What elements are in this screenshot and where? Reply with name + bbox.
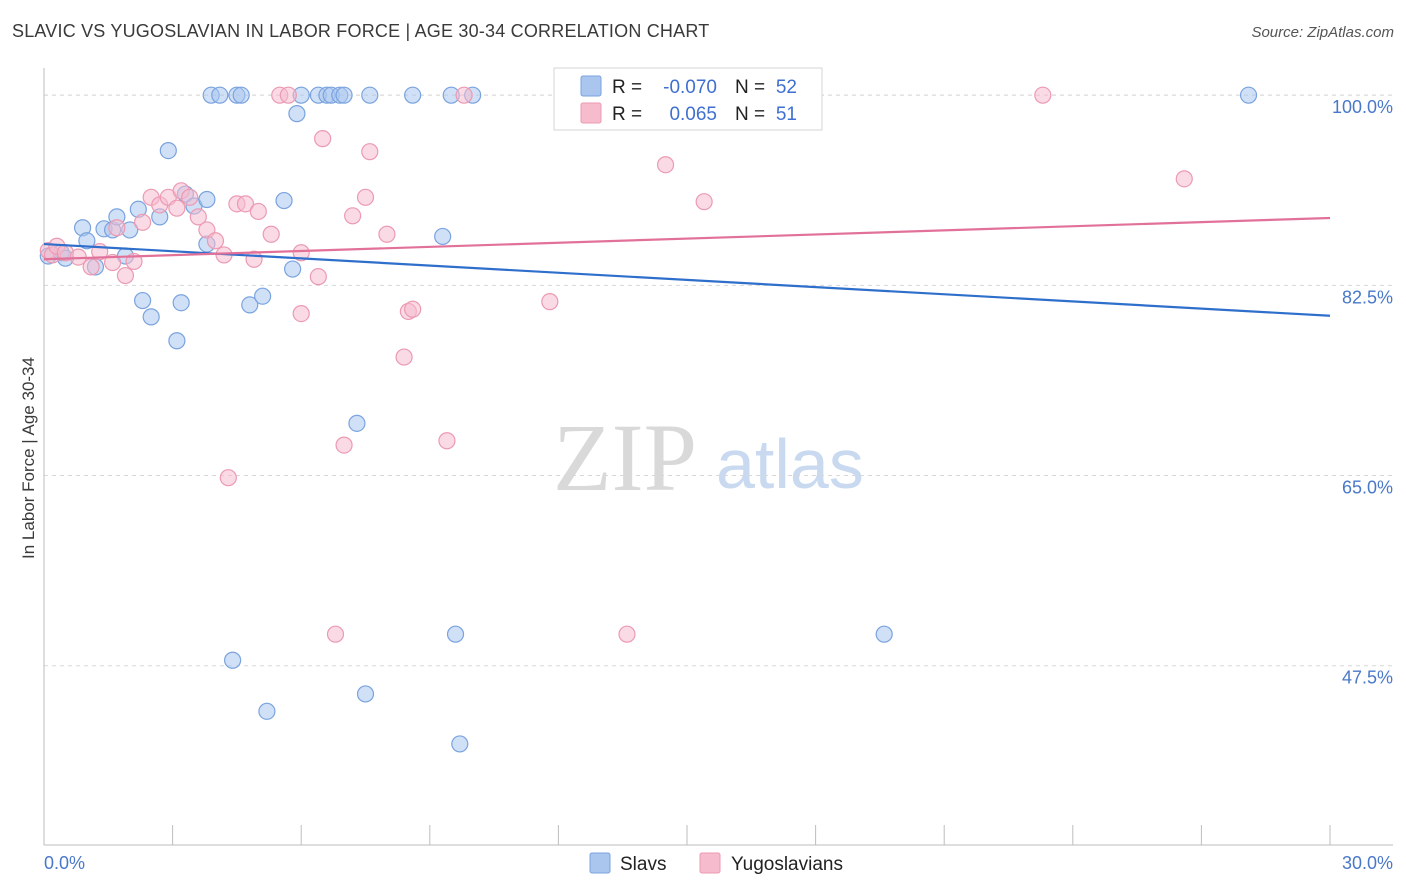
point-slavs <box>875 625 893 643</box>
point-yugoslavians <box>455 86 473 104</box>
point-yugoslavians <box>219 469 237 487</box>
x-tick-label-max: 30.0% <box>1342 853 1393 873</box>
y-tick-label: 100.0% <box>1332 97 1393 117</box>
point-yugoslavians <box>695 193 713 211</box>
point-yugoslavians <box>1034 86 1052 104</box>
point-slavs <box>133 291 152 310</box>
point-yugoslavians <box>262 225 280 243</box>
point-yugoslavians <box>378 225 396 243</box>
point-slavs <box>361 86 379 104</box>
point-slavs <box>241 296 259 314</box>
point-yugoslavians <box>404 300 422 318</box>
point-slavs <box>172 294 190 312</box>
point-slavs <box>159 141 177 160</box>
point-yugoslavians <box>344 207 362 225</box>
point-slavs <box>284 260 302 278</box>
point-slavs <box>451 735 469 753</box>
point-yugoslavians <box>1175 170 1193 188</box>
trend-line-yugoslavians <box>43 216 1331 261</box>
point-yugoslavians <box>314 130 332 148</box>
point-slavs <box>404 86 422 104</box>
point-slavs <box>224 651 242 669</box>
stats-swatch-yugoslavians <box>580 102 602 124</box>
point-slavs <box>232 86 250 104</box>
stats-n-value-slavs: 52 <box>776 77 797 98</box>
point-slavs <box>434 227 452 246</box>
point-yugoslavians <box>356 188 375 206</box>
legend-swatch-slavs <box>589 852 611 874</box>
point-yugoslavians <box>438 432 456 450</box>
y-tick-label: 47.5% <box>1342 668 1393 688</box>
stats-r-label-yugoslavians: R = <box>612 104 642 125</box>
point-yugoslavians <box>292 304 310 323</box>
point-slavs <box>142 308 160 326</box>
stats-n-label-slavs: N = <box>735 77 765 98</box>
point-yugoslavians <box>541 293 559 311</box>
chart-title: SLAVIC VS YUGOSLAVIAN IN LABOR FORCE | A… <box>12 21 710 41</box>
legend-label-yugoslavians: Yugoslavians <box>731 854 843 875</box>
axes <box>43 68 1393 846</box>
point-yugoslavians <box>326 625 345 643</box>
series-legend: Slavs Yugoslavians <box>589 852 843 875</box>
point-yugoslavians <box>168 199 186 217</box>
point-slavs <box>1239 86 1258 104</box>
point-yugoslavians <box>279 86 297 104</box>
point-yugoslavians <box>181 188 199 206</box>
point-yugoslavians <box>309 268 327 286</box>
stats-n-value-yugoslavians: 51 <box>776 104 797 125</box>
y-tick-labels: 47.5% 65.0% 82.5% 100.0% <box>1332 97 1393 688</box>
stats-r-value-yugoslavians: 0.065 <box>669 104 717 125</box>
stats-legend: R = -0.070 N = 52 R = 0.065 N = 51 <box>553 67 823 131</box>
point-slavs <box>211 86 229 104</box>
point-yugoslavians <box>395 348 413 366</box>
data-points <box>39 86 1258 753</box>
source-credit: Source: ZipAtlas.com <box>1251 24 1394 41</box>
point-slavs <box>168 332 186 350</box>
point-slavs <box>78 232 96 250</box>
point-yugoslavians <box>292 244 310 262</box>
trend-lines <box>43 216 1331 317</box>
point-yugoslavians <box>236 195 255 213</box>
y-axis-title: In Labor Force | Age 30-34 <box>19 357 38 559</box>
point-slavs <box>356 685 375 703</box>
point-yugoslavians <box>249 202 267 221</box>
point-yugoslavians <box>656 156 675 174</box>
y-tick-label: 65.0% <box>1342 478 1393 498</box>
stats-r-label-slavs: R = <box>612 77 642 98</box>
legend-swatch-yugoslavians <box>699 852 721 874</box>
point-yugoslavians <box>361 143 379 161</box>
point-yugoslavians <box>133 213 152 231</box>
legend-label-slavs: Slavs <box>620 854 666 875</box>
stats-swatch-slavs <box>580 75 602 97</box>
point-yugoslavians <box>108 219 126 237</box>
point-yugoslavians <box>189 208 207 226</box>
point-slavs <box>258 702 276 720</box>
point-slavs <box>198 190 216 209</box>
point-slavs <box>335 86 353 104</box>
point-slavs <box>288 105 306 123</box>
point-yugoslavians <box>206 232 225 250</box>
point-slavs <box>446 625 465 643</box>
watermark-atlas: atlas <box>716 425 864 503</box>
point-yugoslavians <box>103 253 122 272</box>
point-yugoslavians <box>116 266 135 285</box>
point-yugoslavians <box>335 436 353 454</box>
stats-n-label-yugoslavians: N = <box>735 104 765 125</box>
point-yugoslavians <box>82 258 100 276</box>
point-slavs <box>275 191 293 210</box>
trend-line-slavs <box>43 242 1331 317</box>
y-tick-label: 82.5% <box>1342 287 1393 307</box>
watermark-zip: ZIP <box>553 404 697 511</box>
stats-r-value-slavs: -0.070 <box>663 77 717 98</box>
point-slavs <box>254 287 272 305</box>
x-tick-label-min: 0.0% <box>44 853 85 873</box>
point-slavs <box>348 414 366 432</box>
point-yugoslavians <box>618 625 636 643</box>
